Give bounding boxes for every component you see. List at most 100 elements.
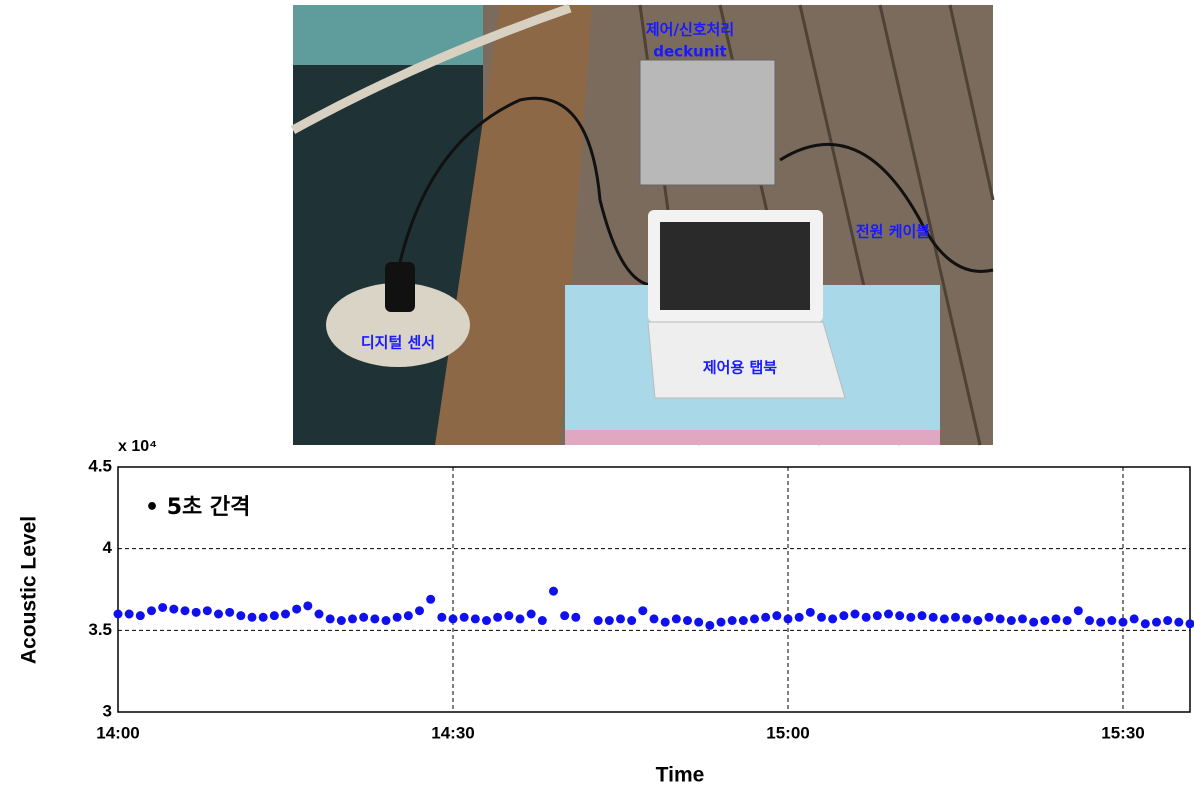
point: [728, 616, 737, 625]
point: [538, 616, 547, 625]
point: [985, 613, 994, 622]
point: [181, 606, 190, 615]
point: [1040, 616, 1049, 625]
point: [158, 603, 167, 612]
photo-label: deckunit: [653, 43, 726, 61]
point: [1007, 616, 1016, 625]
point: [471, 614, 480, 623]
point: [940, 614, 949, 623]
point: [449, 614, 458, 623]
point: [337, 616, 346, 625]
point: [1141, 619, 1150, 628]
point: [694, 618, 703, 627]
point: [1119, 618, 1128, 627]
mat-edge: [565, 430, 940, 445]
point: [370, 614, 379, 623]
point: [906, 613, 915, 622]
point: [415, 606, 424, 615]
point: [393, 613, 402, 622]
x-axis-label: Time: [656, 764, 705, 787]
point: [136, 611, 145, 620]
point: [248, 613, 257, 622]
point: [114, 610, 123, 619]
point: [605, 616, 614, 625]
point: [270, 611, 279, 620]
point: [717, 618, 726, 627]
photo-label: 전원 케이블: [856, 223, 930, 241]
point: [426, 595, 435, 604]
point: [996, 614, 1005, 623]
y-axis-label: Acoustic Level: [18, 516, 41, 664]
point: [828, 614, 837, 623]
point: [1186, 619, 1194, 628]
deckunit-box: [640, 60, 775, 185]
point: [516, 614, 525, 623]
sensor: [385, 262, 415, 312]
point: [616, 614, 625, 623]
point: [382, 616, 391, 625]
point: [772, 611, 781, 620]
y-tick-label: 3: [103, 701, 112, 720]
y-tick-label: 4.5: [88, 456, 112, 475]
point: [650, 614, 659, 623]
point: [862, 613, 871, 622]
point: [1107, 616, 1116, 625]
y-scale-label: x 10⁴: [118, 438, 157, 455]
point: [1063, 616, 1072, 625]
x-tick-label: 14:30: [431, 723, 474, 742]
point: [761, 613, 770, 622]
y-tick-label: 3.5: [88, 620, 112, 639]
plot-frame: [118, 467, 1190, 712]
point: [225, 608, 234, 617]
point: [839, 611, 848, 620]
point: [683, 616, 692, 625]
point: [147, 606, 156, 615]
photo-label: 제어용 탭북: [703, 359, 777, 377]
point: [125, 610, 134, 619]
point: [594, 616, 603, 625]
point: [817, 613, 826, 622]
photo-label: 디지털 센서: [361, 334, 435, 352]
point: [1074, 606, 1083, 615]
point: [739, 616, 748, 625]
point: [527, 610, 536, 619]
photo-label: 제어/신호처리: [646, 21, 734, 39]
point: [1052, 614, 1061, 623]
point: [493, 613, 502, 622]
point: [281, 610, 290, 619]
point: [504, 611, 513, 620]
point: [259, 613, 268, 622]
point: [795, 613, 804, 622]
point: [851, 610, 860, 619]
point: [549, 587, 558, 596]
point: [460, 613, 469, 622]
point: [1163, 616, 1172, 625]
point: [1018, 614, 1027, 623]
point: [672, 614, 681, 623]
point: [437, 613, 446, 622]
point: [951, 613, 960, 622]
point: [1130, 614, 1139, 623]
point: [806, 608, 815, 617]
point: [292, 605, 301, 614]
annotation: • 5초 간격: [145, 495, 250, 520]
x-tick-label: 15:30: [1101, 723, 1144, 742]
point: [571, 613, 580, 622]
point: [1085, 616, 1094, 625]
point: [236, 611, 245, 620]
point: [638, 606, 647, 615]
point: [661, 618, 670, 627]
point: [1152, 618, 1161, 627]
point: [203, 606, 212, 615]
laptop-screen: [660, 222, 810, 310]
point: [192, 608, 201, 617]
point: [1096, 618, 1105, 627]
point: [348, 614, 357, 623]
page: {"photo": {"labels": ["제어/신호처리", "deckun…: [0, 0, 1194, 800]
point: [873, 611, 882, 620]
point: [404, 611, 413, 620]
point: [962, 614, 971, 623]
point: [482, 616, 491, 625]
point: [1029, 618, 1038, 627]
point: [750, 614, 759, 623]
